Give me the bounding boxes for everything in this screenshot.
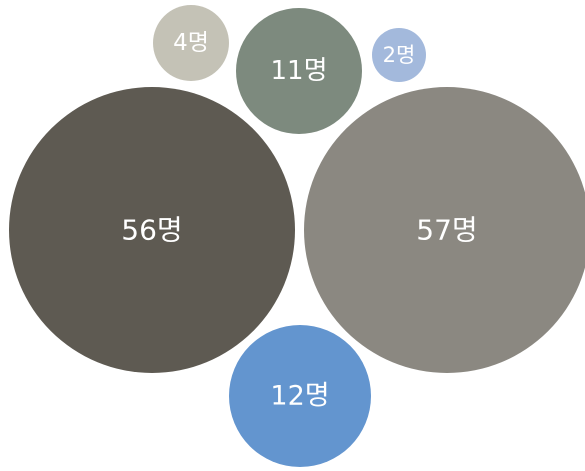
bubble-4: 56명 [9, 87, 295, 373]
bubble-circle [153, 5, 229, 81]
bubble-label: 56명 [121, 214, 182, 247]
bubble-circle [9, 87, 295, 373]
bubble-label: 11명 [270, 56, 327, 86]
bubble-5: 57명 [304, 87, 585, 373]
bubble-2: 11명 [236, 8, 362, 134]
bubble-circle [236, 8, 362, 134]
bubble-circle [372, 28, 426, 82]
bubble-circle [304, 87, 585, 373]
bubble-label: 4명 [173, 30, 209, 56]
bubble-circle [229, 325, 371, 467]
bubble-1: 4명 [153, 5, 229, 81]
bubble-label: 57명 [416, 214, 477, 247]
bubble-label: 2명 [383, 43, 416, 67]
bubble-6: 12명 [229, 325, 371, 467]
bubble-3: 2명 [372, 28, 426, 82]
bubble-label: 12명 [270, 381, 329, 412]
